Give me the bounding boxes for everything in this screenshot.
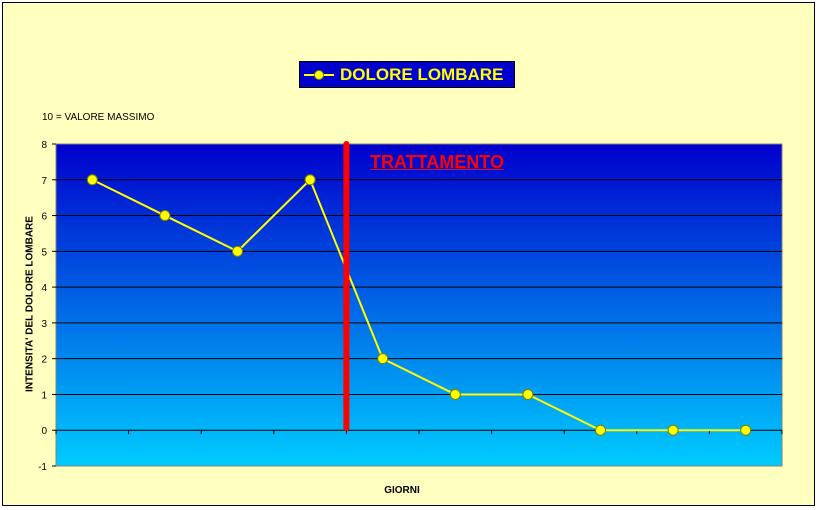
data-point: [595, 424, 606, 436]
data-point: [667, 424, 679, 436]
plot-area-background: [55, 143, 783, 467]
data-point: [304, 174, 316, 186]
data-point: [449, 388, 461, 400]
y-tick-label: 3: [41, 319, 47, 330]
y-tick-label: 7: [41, 176, 47, 187]
data-point: [159, 210, 171, 222]
y-axis-label: INTENSITA' DEL DOLORE LOMBARE: [24, 216, 36, 392]
y-tick-label: 5: [41, 247, 47, 258]
legend-swatch-icon: [304, 69, 334, 80]
y-tick-label: 2: [41, 355, 47, 366]
chart-plot: -1 0 1 2 3 4 5 6 7 8: [38, 140, 783, 473]
data-point: [522, 388, 534, 400]
legend-label: DOLORE LOMBARE: [340, 64, 504, 84]
y-tick-label: 1: [41, 390, 47, 401]
y-tick-label: -1: [38, 462, 47, 473]
data-point: [740, 424, 752, 436]
y-tick-label: 0: [41, 426, 47, 437]
data-point: [232, 245, 243, 257]
y-tick-label: 6: [41, 212, 47, 223]
scale-note: 10 = VALORE MASSIMO: [42, 112, 155, 123]
data-point: [377, 353, 389, 365]
legend: DOLORE LOMBARE: [299, 61, 515, 88]
treatment-annotation: TRATTAMENTO: [370, 152, 504, 172]
y-tick-label: 8: [41, 140, 47, 151]
data-point: [86, 174, 98, 186]
x-axis-label: GIORNI: [384, 485, 420, 496]
series-line: [91, 178, 746, 432]
y-tick-label: 4: [41, 283, 47, 294]
